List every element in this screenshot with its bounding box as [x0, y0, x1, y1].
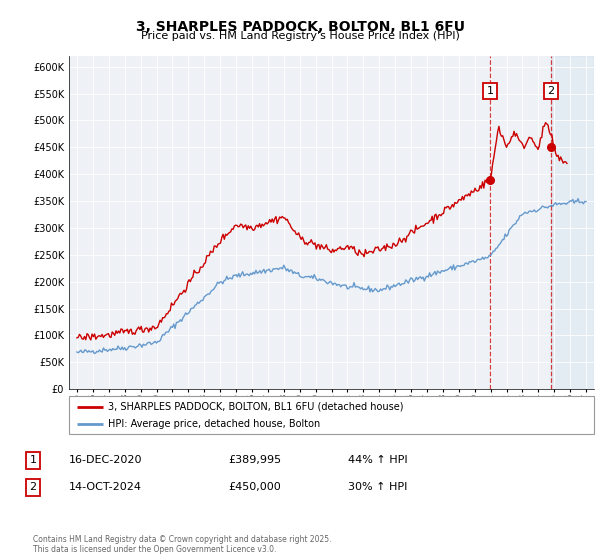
Text: 16-DEC-2020: 16-DEC-2020 [69, 455, 143, 465]
Text: 44% ↑ HPI: 44% ↑ HPI [348, 455, 407, 465]
Bar [551, 56, 594, 389]
Text: 2: 2 [29, 482, 37, 492]
Text: 3, SHARPLES PADDOCK, BOLTON, BL1 6FU: 3, SHARPLES PADDOCK, BOLTON, BL1 6FU [136, 20, 464, 34]
Text: Contains HM Land Registry data © Crown copyright and database right 2025.
This d: Contains HM Land Registry data © Crown c… [33, 535, 331, 554]
Text: HPI: Average price, detached house, Bolton: HPI: Average price, detached house, Bolt… [109, 419, 320, 430]
Text: 30% ↑ HPI: 30% ↑ HPI [348, 482, 407, 492]
Text: £450,000: £450,000 [228, 482, 281, 492]
Text: 2: 2 [547, 86, 554, 96]
Text: 14-OCT-2024: 14-OCT-2024 [69, 482, 142, 492]
Text: 1: 1 [487, 86, 493, 96]
Text: 3, SHARPLES PADDOCK, BOLTON, BL1 6FU (detached house): 3, SHARPLES PADDOCK, BOLTON, BL1 6FU (de… [109, 402, 404, 412]
Text: 1: 1 [29, 455, 37, 465]
FancyBboxPatch shape [69, 396, 594, 434]
Text: £389,995: £389,995 [228, 455, 281, 465]
Text: Price paid vs. HM Land Registry's House Price Index (HPI): Price paid vs. HM Land Registry's House … [140, 31, 460, 41]
